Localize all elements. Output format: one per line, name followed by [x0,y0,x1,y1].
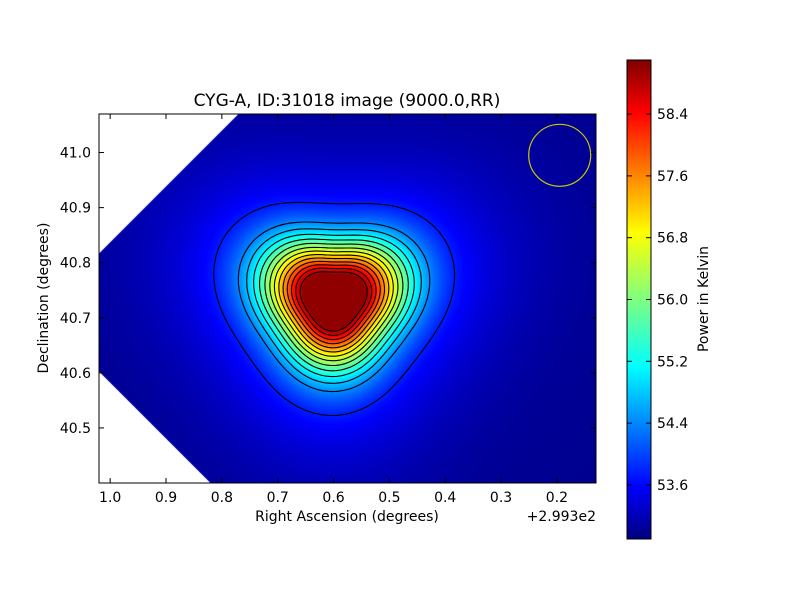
contour-line [264,242,404,367]
x-tick-label: 0.9 [155,490,177,506]
colorbar-tick-label: 56.8 [657,231,688,247]
colorbar-label: Power in Kelvin [696,246,712,352]
contour-line [290,264,377,341]
contour-line [299,271,368,332]
x-axis-label: Right Ascension (degrees) [255,509,439,525]
contour-line [273,250,394,357]
contour-line [278,254,390,353]
contour-line [246,228,422,384]
x-tick-label: 0.2 [546,490,568,506]
contour-line [237,221,431,393]
contour-line [213,201,456,417]
colorbar-tick-label: 57.6 [657,169,688,185]
beam-circle [528,123,592,187]
chart-title: CYG-A, ID:31018 image (9000.0,RR) [194,91,501,111]
y-tick-label: 40.8 [60,256,91,272]
y-tick-label: 40.5 [60,421,91,437]
y-tick-label: 41.0 [60,146,91,162]
colorbar-ticks: 53.6 54.4 55.2 56.0 56.8 57.6 58.4 [627,107,688,494]
contour-line [269,246,399,362]
x-tick-label: 0.7 [267,490,289,506]
x-axis-ticks: 1.0 0.9 0.8 0.7 0.6 0.5 0.4 0.3 0.2 [99,114,568,506]
plot-frame [98,113,597,484]
colorbar: 53.6 54.4 55.2 56.0 56.8 57.6 58.4 Power in Ke… [626,59,712,540]
heatmap-image [99,114,596,483]
x-axis-offset-label: +2.993e2 [527,509,596,525]
contour-line [253,233,415,378]
y-tick-label: 40.9 [60,201,91,217]
colorbar-tick-label: 55.2 [657,354,688,370]
x-tick-label: 0.4 [434,490,456,506]
colorbar-tick-label: 56.0 [657,293,688,309]
y-tick-label: 40.7 [60,311,91,327]
contour-line [282,257,386,349]
colorbar-tick-label: 58.4 [657,107,688,123]
contour-line [295,267,373,336]
y-axis-ticks: 40.5 40.6 40.7 40.8 40.9 41.0 [60,146,596,437]
x-tick-label: 0.8 [211,490,233,506]
contour-lines [213,201,456,417]
y-axis-label: Declination (degrees) [36,223,52,374]
contour-line [258,238,409,372]
contour-line [286,260,381,345]
x-tick-label: 0.6 [322,490,344,506]
x-tick-label: 1.0 [99,490,121,506]
y-tick-label: 40.6 [60,366,91,382]
colorbar-tick-label: 53.6 [657,478,688,494]
colorbar-tick-label: 54.4 [657,416,688,432]
x-tick-label: 0.3 [490,490,512,506]
plot-area: 1.0 0.9 0.8 0.7 0.6 0.5 0.4 0.3 0.2 40.5 40.6 40.7… [60,113,597,506]
x-tick-label: 0.5 [378,490,400,506]
